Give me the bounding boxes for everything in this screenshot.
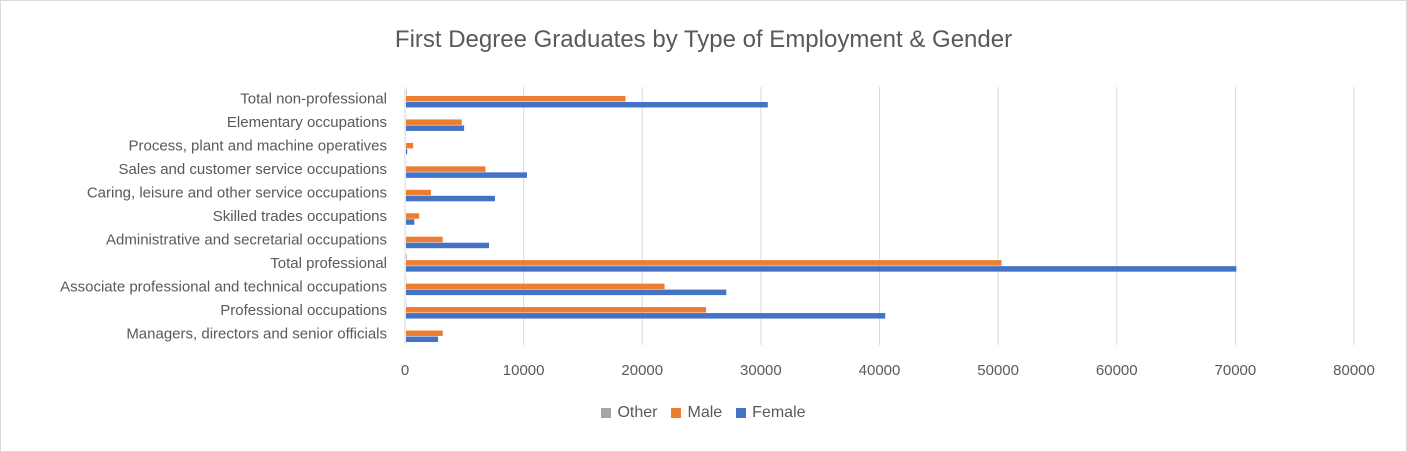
- x-tick-label: 50000: [977, 362, 1019, 379]
- bar-other: [406, 89, 407, 96]
- legend-label-other: Other: [617, 404, 658, 421]
- bar-male: [406, 236, 443, 243]
- bar-male: [406, 260, 1002, 266]
- bar-female: [406, 289, 727, 296]
- bar-male: [406, 213, 420, 219]
- bar-female: [406, 336, 439, 343]
- bar-female: [406, 195, 495, 202]
- bar-male: [406, 142, 414, 149]
- legend-swatch-male: [671, 408, 682, 418]
- legend: Other Male Female: [0, 404, 1407, 422]
- bar-male: [406, 95, 626, 102]
- bar-female: [406, 219, 415, 225]
- bar-male: [406, 119, 462, 125]
- x-tick-label: 30000: [740, 362, 782, 379]
- x-tick-label: 80000: [1333, 362, 1375, 379]
- category-label: Associate professional and technical occ…: [60, 278, 387, 295]
- x-tick-label: 10000: [503, 362, 545, 379]
- bar-male: [406, 283, 665, 290]
- bar-female: [406, 172, 527, 178]
- category-label: Total professional: [270, 255, 387, 272]
- category-label: Skilled trades occupations: [213, 208, 387, 225]
- legend-swatch-other: [601, 408, 612, 418]
- legend-item-other: Other: [601, 404, 657, 422]
- x-tick-label: 70000: [1215, 362, 1257, 379]
- bar-other: [406, 254, 407, 260]
- category-label: Managers, directors and senior officials: [126, 325, 387, 342]
- category-label: Professional occupations: [220, 302, 387, 319]
- legend-label-female: Female: [752, 404, 806, 421]
- bar-male: [406, 330, 443, 337]
- bar-male: [406, 307, 707, 313]
- category-label: Total non-professional: [240, 91, 387, 108]
- category-label: Process, plant and machine operatives: [129, 138, 387, 155]
- legend-item-male: Male: [671, 404, 722, 422]
- category-label: Elementary occupations: [227, 114, 387, 131]
- bar-male: [406, 166, 486, 172]
- bar-female: [406, 266, 1237, 272]
- category-label: Administrative and secretarial occupatio…: [106, 231, 387, 248]
- bar-female: [406, 125, 465, 131]
- legend-item-female: Female: [736, 404, 806, 422]
- bar-female: [406, 148, 408, 155]
- x-tick-label: 60000: [1096, 362, 1138, 379]
- x-tick-label: 20000: [621, 362, 663, 379]
- category-label: Caring, leisure and other service occupa…: [87, 185, 387, 202]
- legend-swatch-female: [736, 408, 747, 418]
- x-tick-label: 0: [401, 362, 409, 379]
- legend-label-male: Male: [687, 404, 723, 421]
- bar-female: [406, 242, 490, 249]
- x-tick-label: 40000: [859, 362, 901, 379]
- bar-female: [406, 313, 886, 319]
- chart-title: First Degree Graduates by Type of Employ…: [394, 26, 1013, 53]
- bar-female: [406, 101, 768, 108]
- bar-male: [406, 189, 431, 196]
- category-label: Sales and customer service occupations: [119, 161, 387, 178]
